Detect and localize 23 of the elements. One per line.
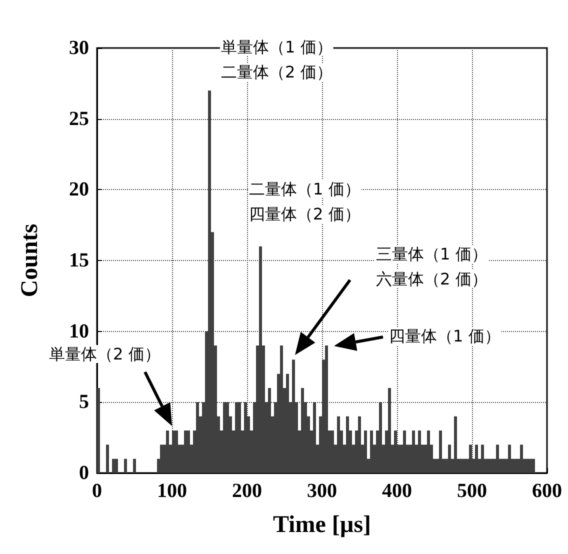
x-axis-title: Time [µs]: [272, 512, 372, 538]
annotation: 六量体（2 価）: [376, 270, 488, 288]
annotation: 二量体（2 価）: [221, 62, 332, 82]
y-tick-label: 15: [69, 250, 89, 272]
y-tick-label: 5: [79, 391, 89, 414]
x-tick-label: 600: [532, 480, 562, 502]
x-tick-label: 200: [232, 480, 262, 502]
annotation: 単量体（2 価）: [49, 344, 160, 364]
annotation: 四量体（2 価）: [249, 204, 360, 224]
annotation: 三量体（1 価）: [376, 244, 488, 264]
y-tick-label: 0: [79, 462, 89, 484]
annotation: 四量体（1 価）: [389, 326, 500, 346]
y-tick-label: 10: [69, 320, 89, 342]
x-tick-label: 500: [457, 480, 487, 502]
y-tick-label: 20: [69, 178, 89, 201]
y-axis-title: Counts: [17, 224, 43, 298]
annotation: 二量体（1 価）: [249, 180, 360, 198]
x-tick-label: 400: [382, 480, 412, 502]
y-tick-label: 30: [69, 37, 89, 59]
y-tick-label: 25: [69, 108, 89, 130]
x-tick-label: 100: [157, 480, 187, 502]
annotation: 単量体（1 価）: [221, 38, 332, 56]
x-tick-label: 300: [307, 480, 337, 502]
